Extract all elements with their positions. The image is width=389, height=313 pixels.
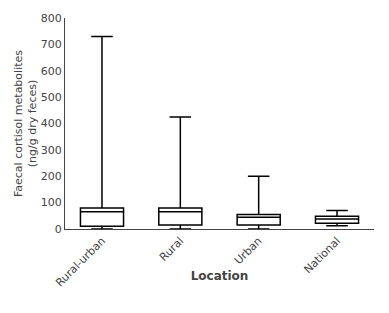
svg-text:300: 300: [41, 144, 62, 157]
svg-text:Urban: Urban: [232, 235, 265, 268]
svg-text:600: 600: [41, 65, 62, 78]
svg-text:0: 0: [55, 223, 62, 236]
svg-text:Rural-urban: Rural-urban: [53, 235, 108, 290]
svg-text:National: National: [301, 235, 343, 277]
svg-text:Location: Location: [191, 269, 249, 283]
svg-text:100: 100: [41, 196, 62, 209]
svg-text:Faecal cortisol metabolites(ng: Faecal cortisol metabolites(ng/g dry fec…: [12, 50, 39, 197]
svg-text:400: 400: [41, 117, 62, 130]
svg-text:800: 800: [41, 12, 62, 25]
svg-text:500: 500: [41, 91, 62, 104]
svg-text:700: 700: [41, 38, 62, 51]
svg-text:Rural: Rural: [157, 235, 186, 264]
svg-text:200: 200: [41, 170, 62, 183]
